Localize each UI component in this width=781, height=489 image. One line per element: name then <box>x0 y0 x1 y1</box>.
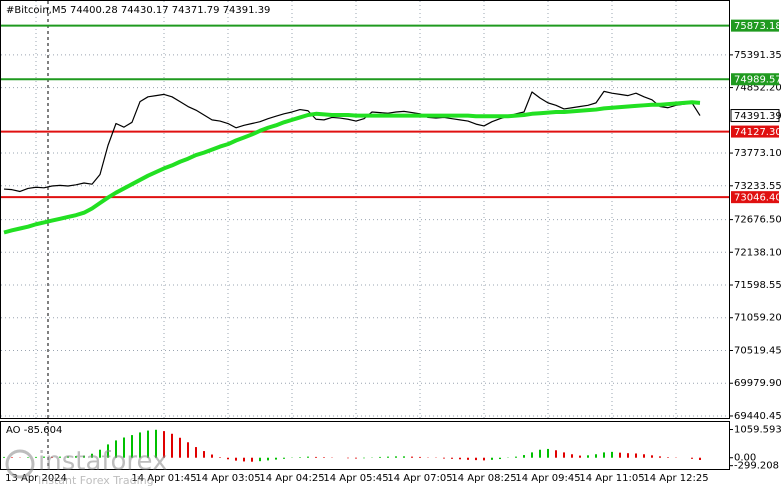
level-label: 73046.40 <box>734 193 781 204</box>
logo-icon <box>5 449 35 479</box>
logo-brand: instaforex <box>38 447 167 477</box>
y-tick-label: 71598.55 <box>734 280 781 291</box>
y-tick-label: 72138.10 <box>734 247 781 258</box>
y-tick-label: 73233.55 <box>734 181 781 192</box>
level-label: 74989.57 <box>734 75 781 86</box>
y-tick-label: 69440.45 <box>734 411 781 422</box>
x-tick-label: 14 Apr 12:25 <box>643 473 708 484</box>
level-label-box <box>731 125 779 138</box>
x-tick-label: 14 Apr 05:45 <box>323 473 388 484</box>
price-panel <box>0 0 730 419</box>
y-tick-label: 70519.45 <box>734 345 781 356</box>
y-tick-label: 74852.20 <box>734 83 781 94</box>
watermark: instaforex Instant Forex Trading <box>5 447 167 487</box>
x-tick-label: 14 Apr 07:05 <box>387 473 452 484</box>
last-price-box <box>730 109 780 123</box>
level-label: 74127.30 <box>734 127 781 138</box>
level-label-box <box>731 19 779 32</box>
ao-panel <box>0 421 730 470</box>
x-tick-label: 13 Apr 2024 <box>5 473 67 484</box>
level-label-box <box>731 73 779 86</box>
y-tick-label: 75391.35 <box>734 50 781 61</box>
price-line <box>3 90 701 193</box>
level-label: 75873.18 <box>734 21 781 32</box>
y-tick-label: 0.00 <box>734 453 756 464</box>
y-tick-label: 73773.10 <box>734 148 781 159</box>
chart-title: #Bitcoin,M5 74400.28 74430.17 74371.79 7… <box>6 5 270 16</box>
moving-average <box>3 100 701 235</box>
y-tick-label: 1059.593 <box>734 425 781 436</box>
ao-title: AO -85.604 <box>6 425 62 436</box>
last-price-label: 74391.39 <box>734 111 781 122</box>
y-tick-label: 71059.20 <box>734 313 781 324</box>
logo-tagline: Instant Forex Trading <box>38 474 154 487</box>
x-tick-label: 14 Apr 01:45 <box>131 473 196 484</box>
x-tick-label: 14 Apr 04:25 <box>259 473 324 484</box>
x-tick-label: 14 Apr 03:05 <box>195 473 260 484</box>
y-tick-label: 69979.90 <box>734 378 781 389</box>
x-tick-label: 14 Apr 08:25 <box>451 473 516 484</box>
x-tick-label: 14 Apr 11:05 <box>579 473 644 484</box>
y-tick-label: -299.208 <box>734 461 779 472</box>
y-tick-label: 72676.50 <box>734 215 781 226</box>
level-label-box <box>731 191 779 204</box>
x-tick-label: 14 Apr 09:45 <box>515 473 580 484</box>
